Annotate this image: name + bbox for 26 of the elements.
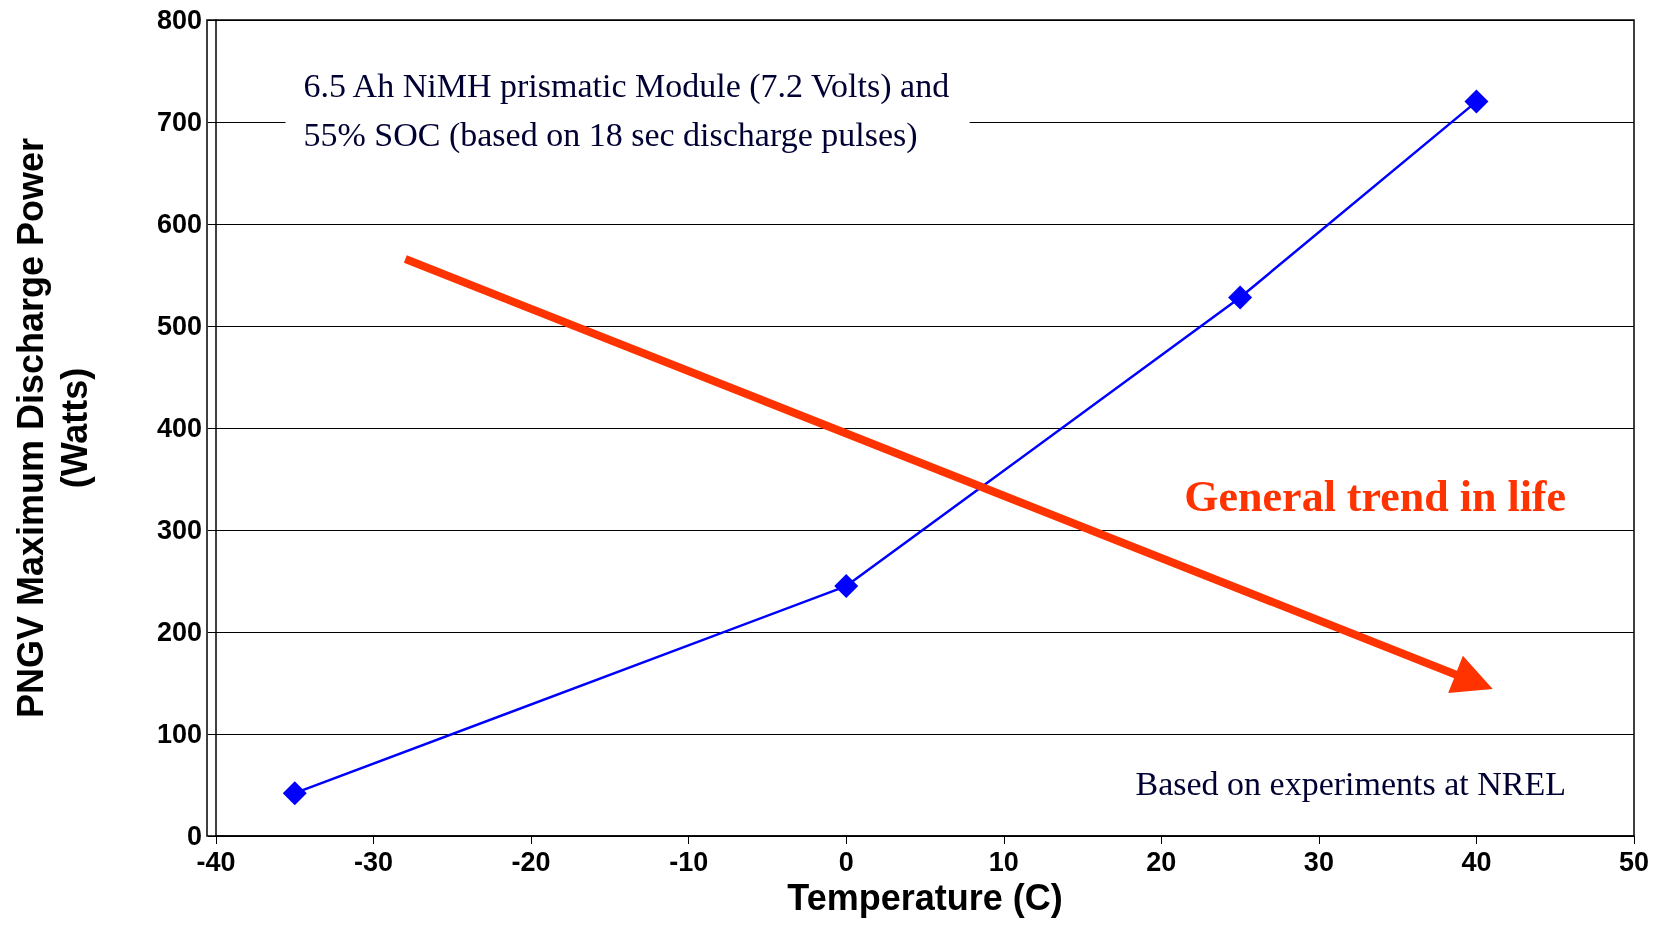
y-tick-label: 200 xyxy=(156,617,202,647)
y-tick-label: 500 xyxy=(156,311,202,341)
annotation: 6.5 Ah NiMH prismatic Module (7.2 Volts) and 55% SOC (based on 18 sec discharge pulses) xyxy=(303,66,950,155)
point xyxy=(1464,89,1489,114)
x-tick-label: 30 xyxy=(1303,846,1334,877)
x-tick-label: 0 xyxy=(838,846,854,877)
x-tick-label: -30 xyxy=(354,846,394,877)
y-tick-label: 400 xyxy=(156,413,202,443)
y-tick-label: 600 xyxy=(156,209,202,239)
x-tick-label: -20 xyxy=(511,846,551,877)
annotation: General trend in life xyxy=(1184,472,1567,522)
y-tick-label: 700 xyxy=(156,107,202,137)
annotation: Based on experiments at NREL xyxy=(1135,764,1567,802)
x-axis-title: Temperature (C) xyxy=(787,877,1063,919)
x-tick-label: 40 xyxy=(1461,846,1492,877)
y-tick-label: 300 xyxy=(156,515,202,545)
x-tick-label: 50 xyxy=(1618,846,1650,877)
point xyxy=(834,574,859,599)
x-tick-label: 20 xyxy=(1146,846,1177,877)
y-tick-label: 100 xyxy=(156,719,202,749)
x-tick-label: -10 xyxy=(669,846,709,877)
y-tick-label: 800 xyxy=(156,5,202,35)
point xyxy=(282,781,307,806)
point xyxy=(1228,285,1253,310)
y-axis-title: PNGV Maximum Discharge Power (Watts) xyxy=(9,137,95,719)
x-tick-label: 10 xyxy=(988,846,1019,877)
